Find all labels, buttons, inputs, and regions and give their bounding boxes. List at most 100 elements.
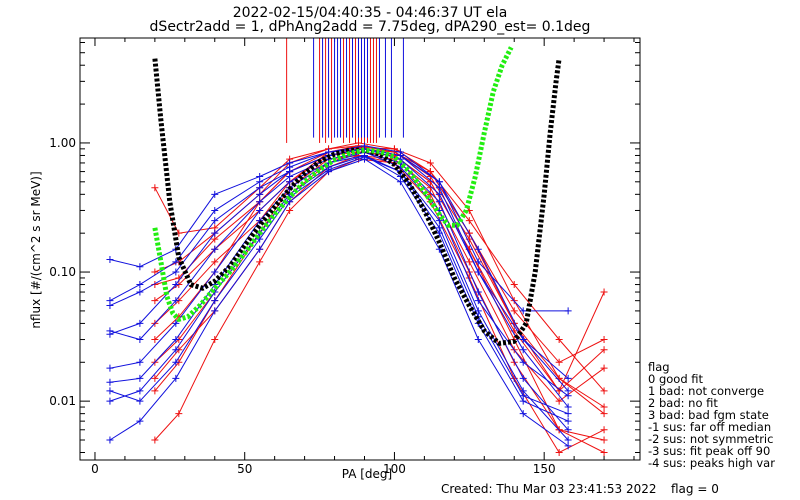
data-point: [519, 346, 527, 354]
data-point: [256, 245, 264, 253]
chart-title: 2022-02-15/04:40:35 - 04:46:37 UT ela: [233, 5, 508, 21]
data-point: [151, 268, 159, 276]
data-point: [106, 436, 114, 444]
data-point: [136, 374, 144, 382]
data-point: [360, 153, 368, 161]
data-point: [600, 403, 608, 411]
legend: flag 0 good fit 1 bad: not converge 2 ba…: [648, 360, 775, 470]
data-point: [519, 358, 527, 366]
data-point: [519, 374, 527, 382]
x-tick-label: 50: [237, 462, 252, 476]
chart-subtitle: dSectr2add = 1, dPhAng2add = 7.75deg, dP…: [150, 19, 591, 35]
data-point: [136, 319, 144, 327]
flag-value: flag = 0: [671, 482, 719, 496]
data-point: [564, 417, 572, 425]
data-point: [256, 184, 264, 192]
data-point: [564, 410, 572, 418]
data-point: [564, 426, 572, 434]
data-point: [151, 184, 159, 192]
data-series-line: [154, 158, 605, 441]
data-point: [151, 387, 159, 395]
data-point: [172, 319, 180, 327]
data-point: [256, 198, 264, 206]
data-point: [474, 268, 482, 276]
data-point: [172, 374, 180, 382]
data-point: [172, 268, 180, 276]
data-point: [136, 288, 144, 296]
data-point: [256, 258, 264, 266]
data-point: [600, 436, 608, 444]
data-point: [172, 336, 180, 344]
data-point: [600, 346, 608, 354]
legend-item: -3 sus: fit peak off 90: [648, 444, 770, 458]
data-point: [286, 178, 294, 186]
data-point: [555, 336, 563, 344]
data-point: [474, 336, 482, 344]
data-point: [151, 297, 159, 305]
data-point: [474, 297, 482, 305]
data-point: [136, 358, 144, 366]
legend-item: -1 sus: far off median: [648, 420, 771, 434]
data-point: [435, 198, 443, 206]
y-tick-label: 0.10: [49, 265, 76, 279]
legend-item: 1 bad: not converge: [648, 384, 764, 398]
plot-area: 0 50 100 150 0.01 0.10 1.00: [49, 38, 640, 476]
data-point: [136, 417, 144, 425]
data-point: [435, 224, 443, 232]
data-point: [286, 206, 294, 214]
data-point: [256, 178, 264, 186]
data-series-line: [154, 145, 605, 392]
data-point: [136, 387, 144, 395]
fit-curve-green: [152, 46, 514, 322]
data-point: [172, 281, 180, 289]
data-point: [474, 288, 482, 296]
data-point: [435, 178, 443, 186]
data-point: [396, 178, 404, 186]
data-point: [510, 307, 518, 315]
data-point: [175, 410, 183, 418]
data-point: [519, 307, 527, 315]
legend-item: 2 bad: no fit: [648, 396, 718, 410]
data-point: [151, 436, 159, 444]
data-point: [426, 159, 434, 167]
x-tick-label: 150: [533, 462, 556, 476]
data-point: [211, 235, 219, 243]
data-point: [136, 263, 144, 271]
data-point: [172, 258, 180, 266]
data-point: [474, 245, 482, 253]
data-point: [256, 190, 264, 198]
plot-frame: [79, 37, 641, 461]
data-point: [211, 258, 219, 266]
data-point: [564, 442, 572, 450]
data-point: [396, 151, 404, 159]
data-point: [256, 206, 264, 214]
data-point: [600, 288, 608, 296]
x-axis-label: PA [deg]: [342, 467, 392, 481]
data-point: [435, 217, 443, 225]
data-point: [564, 436, 572, 444]
legend-item: -4 sus: peaks high var: [648, 456, 775, 470]
data-point: [106, 256, 114, 264]
data-point: [106, 397, 114, 405]
data-point: [172, 346, 180, 354]
data-point: [600, 364, 608, 372]
data-point: [211, 190, 219, 198]
data-point: [106, 364, 114, 372]
y-tick-label: 0.01: [49, 394, 76, 408]
data-point: [325, 166, 333, 174]
y-tick-label: 1.00: [49, 136, 76, 150]
data-point: [211, 297, 219, 305]
data-point: [106, 330, 114, 338]
legend-item: 3 bad: bad fgm state: [648, 408, 769, 422]
data-point: [211, 268, 219, 276]
x-tick-label: 0: [91, 462, 99, 476]
data-point: [136, 281, 144, 289]
data-point: [211, 336, 219, 344]
data-point: [555, 397, 563, 405]
data-point: [600, 449, 608, 457]
data-point: [600, 426, 608, 434]
legend-item: -2 sus: not symmetric: [648, 432, 773, 446]
data-series-line: [154, 154, 605, 454]
data-point: [211, 307, 219, 315]
